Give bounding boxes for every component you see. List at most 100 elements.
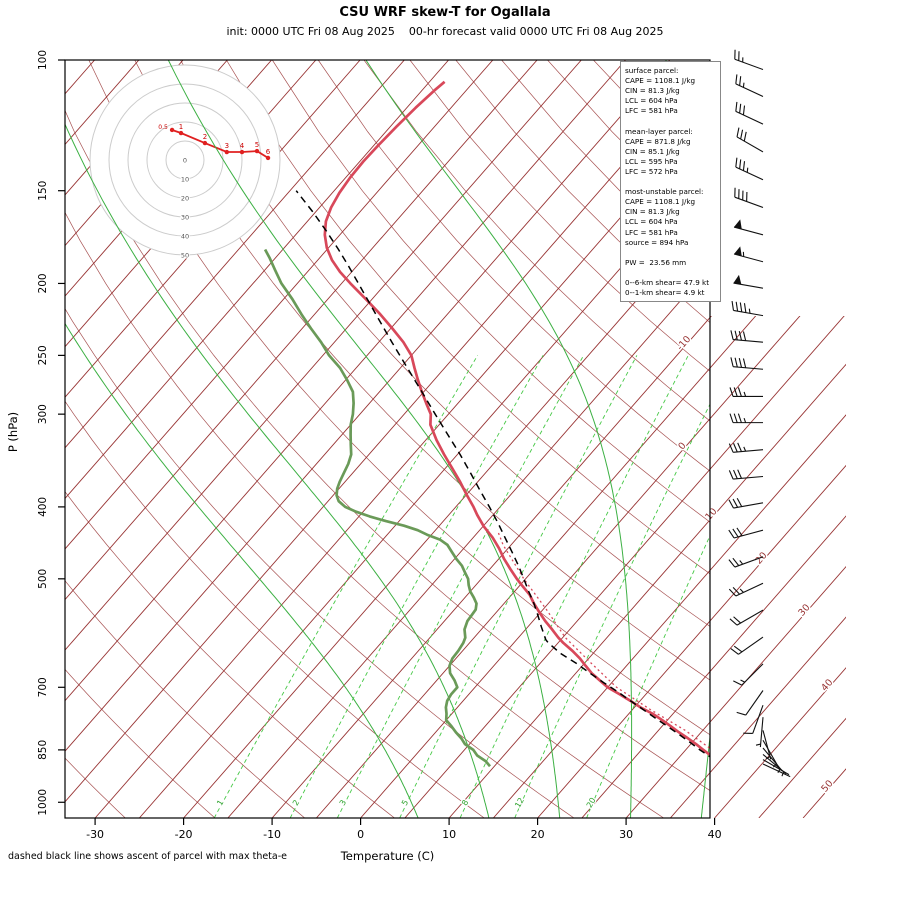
info-line: CAPE = 871.8 J/kg xyxy=(625,136,691,146)
dewpoint-curve xyxy=(263,248,492,768)
moist-adiabat-line xyxy=(65,123,490,818)
hodograph-point xyxy=(265,155,271,161)
isotherm-line xyxy=(670,60,846,818)
isotherm-line xyxy=(404,60,846,818)
moist-adiabat-line xyxy=(365,60,633,818)
isotherm-line xyxy=(581,60,846,818)
hodograph-ring-label: 30 xyxy=(181,214,189,222)
hodograph-ring xyxy=(165,140,205,180)
hodograph-point xyxy=(169,127,175,133)
parcel-note: dashed black line shows ascent of parcel… xyxy=(8,851,287,862)
isotherm-line xyxy=(65,60,671,818)
pressure-tick-label: 400 xyxy=(37,497,49,517)
isotherm-line xyxy=(271,60,846,818)
dry-adiabat-line xyxy=(547,60,710,227)
hodograph-ring xyxy=(127,102,243,218)
isotherm-line xyxy=(65,60,494,818)
hodograph-point xyxy=(224,149,229,155)
wind-barb xyxy=(735,101,764,125)
moisture-lines xyxy=(65,60,710,818)
hodograph-ring-label: 40 xyxy=(181,233,189,241)
dry-adiabat-line xyxy=(88,60,710,736)
wind-barb-column xyxy=(728,49,791,778)
wind-barb xyxy=(762,730,772,760)
pressure-tick-label: 1000 xyxy=(37,789,49,816)
hodograph-point xyxy=(254,148,260,154)
info-line: LCL = 595 hPa xyxy=(625,156,678,166)
dry-adiabat-line xyxy=(65,400,485,818)
wind-barb xyxy=(728,442,764,453)
wind-barb xyxy=(734,187,764,208)
hodograph-ring xyxy=(89,64,281,256)
info-line: LFC = 581 hPa xyxy=(625,227,678,237)
wind-barb xyxy=(743,705,764,734)
info-line: 0--6-km shear= 47.9 kt xyxy=(625,277,710,287)
hodograph-ring-label: 0 xyxy=(183,157,187,165)
hodograph-ring-label: 50 xyxy=(181,252,189,260)
mixing-ratio-label: 2 xyxy=(291,798,301,807)
info-line: LCL = 604 hPa xyxy=(625,96,678,106)
dry-adiabats xyxy=(65,60,710,818)
dry-adiabat-line xyxy=(65,109,710,791)
pressure-tick-label: 500 xyxy=(37,569,49,589)
isotherm-label: 10 xyxy=(703,506,719,522)
isotherm-label: 20 xyxy=(753,550,769,566)
pressure-tick-label: 250 xyxy=(37,345,49,365)
wind-barb xyxy=(736,690,764,716)
mixing-ratio-line xyxy=(213,355,478,818)
isotherm-line xyxy=(65,60,538,818)
temperature-tick-label: 20 xyxy=(531,828,545,841)
wind-barb xyxy=(762,759,790,776)
isotherm-line xyxy=(316,60,846,818)
wind-barb xyxy=(728,556,764,568)
dry-adiabat-line xyxy=(134,60,710,681)
temperature-tick-label: 0 xyxy=(357,828,364,841)
info-line: LCL = 604 hPa xyxy=(625,217,678,227)
pressure-tick-label: 850 xyxy=(37,740,49,760)
chart-title: CSU WRF skew-T for Ogallala xyxy=(339,5,551,20)
isotherm-line xyxy=(227,60,846,818)
temperature-tick-label: 30 xyxy=(619,828,633,841)
isotherm-line xyxy=(65,60,449,818)
isotherm-line xyxy=(65,60,405,818)
moist-adiabat-line xyxy=(65,322,419,818)
isotherm-line xyxy=(360,60,846,818)
mixing-ratio-line xyxy=(586,534,710,818)
wind-barb xyxy=(728,582,764,597)
isotherm-line xyxy=(802,60,846,818)
dry-adiabat-line xyxy=(409,60,710,372)
pressure-tick-label: 150 xyxy=(37,181,49,201)
wind-barb xyxy=(736,127,764,153)
y-axis-label: P (hPa) xyxy=(6,411,20,453)
dry-adiabat-line xyxy=(317,60,710,472)
info-line: CIN = 81.3 J/kg xyxy=(625,207,680,217)
hodograph-point-label: 2 xyxy=(203,133,207,141)
x-axis-label: Temperature (C) xyxy=(340,849,435,863)
isotherm-label: -10 xyxy=(675,334,693,353)
temperature-tick-label: 40 xyxy=(708,828,722,841)
hodograph-point-label: 5 xyxy=(255,141,259,149)
info-line: CAPE = 1108.1 J/kg xyxy=(625,76,696,86)
mixing-ratio-label: 20 xyxy=(585,796,598,809)
info-line xyxy=(625,268,717,278)
temperature-tick-label: -10 xyxy=(263,828,281,841)
temperature-tick-label: -30 xyxy=(86,828,104,841)
dry-adiabat-line xyxy=(65,491,395,818)
dry-adiabat-line xyxy=(65,580,305,818)
wind-barb xyxy=(730,636,764,655)
hodograph-point-label: 1 xyxy=(179,123,183,131)
hodograph-point xyxy=(178,130,184,136)
hodograph-point-label: 0.5 xyxy=(158,124,168,131)
wind-barb xyxy=(728,497,764,509)
wind-barb xyxy=(733,663,764,686)
info-line xyxy=(625,116,717,126)
info-line: surface parcel: xyxy=(625,66,679,75)
isotherm-line xyxy=(847,60,900,818)
info-line: mean-layer parcel: xyxy=(625,126,693,136)
wind-barb xyxy=(735,157,764,181)
wind-barb xyxy=(733,246,764,263)
isotherm-line xyxy=(625,60,846,818)
isotherm-line xyxy=(758,60,846,818)
